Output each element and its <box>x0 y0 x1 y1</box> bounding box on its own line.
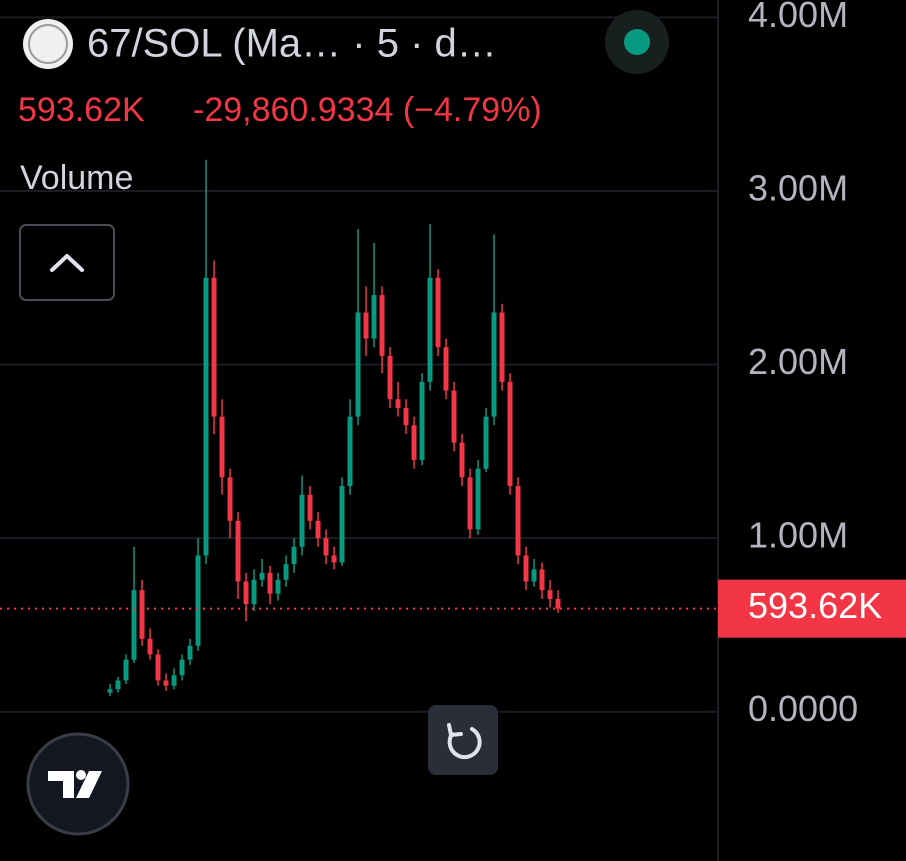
candle-body <box>555 598 561 609</box>
candle-body <box>459 442 465 478</box>
tradingview-logo[interactable] <box>26 732 130 836</box>
candle-body <box>315 520 321 539</box>
candle-body <box>403 407 409 426</box>
y-tick-label: 0.0000 <box>748 688 858 729</box>
tradingview-glyph-dot <box>76 770 86 780</box>
candle-body <box>211 277 217 417</box>
overlay: 67/SOL (Ma… · 5 · d… 593.62K -29,860.933… <box>18 10 906 836</box>
candle-body <box>475 468 481 530</box>
candle-body <box>275 579 281 594</box>
candle-body <box>443 347 449 391</box>
candle-body <box>483 416 489 469</box>
reset-button[interactable] <box>428 705 498 775</box>
chevron-up-icon <box>50 254 84 272</box>
reset-icon <box>447 727 482 760</box>
last-price-box <box>718 579 906 638</box>
candle-body <box>291 546 297 565</box>
candle-body <box>531 569 537 582</box>
symbol-title: 67/SOL (Ma… · 5 · d… <box>87 22 497 66</box>
candle-body <box>163 680 169 686</box>
candle-body <box>395 399 401 408</box>
candle-body <box>131 590 137 660</box>
symbol-logo <box>23 19 73 69</box>
collapse-button[interactable] <box>19 224 115 301</box>
y-tick-label: 2.00M <box>748 341 848 382</box>
candle-body <box>123 659 129 681</box>
candle-body <box>235 520 241 582</box>
candle-body <box>435 277 441 348</box>
candle-body <box>155 654 161 681</box>
reset-icon-arrow <box>447 723 463 737</box>
status-dot <box>624 29 650 55</box>
candle-body <box>539 569 545 591</box>
candle-body <box>547 590 553 599</box>
price-change: -29,860.9334 (−4.79%) <box>193 91 542 129</box>
candle-body <box>371 295 377 339</box>
y-tick-label: 4.00M <box>748 0 848 35</box>
candle-body <box>299 494 305 547</box>
candle-body <box>523 555 529 582</box>
last-price: 593.62K <box>18 91 145 129</box>
indicator-label: Volume <box>20 159 133 197</box>
candle-body <box>107 689 113 693</box>
candle-body <box>179 659 185 676</box>
candle-body <box>355 312 361 417</box>
candle-body <box>171 675 177 686</box>
candle-body <box>195 555 201 646</box>
candle-body <box>515 486 521 556</box>
candle-body <box>331 555 337 563</box>
candle-body <box>259 572 265 580</box>
symbol-logo-ring <box>28 24 68 64</box>
candle-body <box>507 381 513 487</box>
candle-body <box>243 581 249 605</box>
candle-body <box>347 416 353 487</box>
last-price-tag: 593.62K <box>748 585 882 626</box>
candle-body <box>363 312 369 339</box>
candles <box>0 159 718 697</box>
candle-body <box>491 312 497 417</box>
candle-body <box>499 312 505 382</box>
candle-body <box>387 355 393 400</box>
candle-body <box>251 579 257 605</box>
candle-body <box>203 277 209 556</box>
candle-body <box>379 295 385 356</box>
candle-body <box>283 564 289 580</box>
y-tick-label: 1.00M <box>748 515 848 556</box>
candle-body <box>339 486 345 563</box>
candle-body <box>139 590 145 639</box>
candle-body <box>467 477 473 530</box>
candle-body <box>227 477 233 521</box>
candle-body <box>411 425 417 461</box>
y-tick-label: 3.00M <box>748 167 848 208</box>
candle-body <box>323 538 329 556</box>
candle-body <box>267 572 273 594</box>
tradingview-glyph <box>48 771 102 798</box>
candle-body <box>115 680 121 690</box>
candle-body <box>451 390 457 443</box>
candle-body <box>187 645 193 660</box>
candle-body <box>147 638 153 655</box>
candle-body <box>427 277 433 382</box>
candle-body <box>419 381 425 461</box>
candle-body <box>219 416 225 478</box>
candle-body <box>307 494 313 521</box>
